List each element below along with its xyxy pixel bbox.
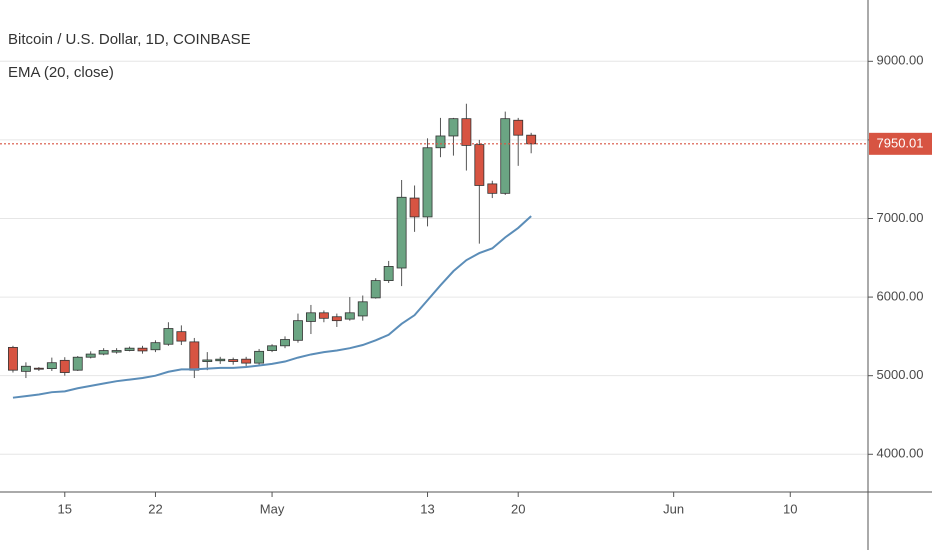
candle-body <box>163 328 174 345</box>
candle-body <box>85 353 96 358</box>
candle-body <box>267 345 277 351</box>
candle-body <box>33 367 44 370</box>
candle-body <box>202 359 213 362</box>
candle-body <box>137 347 148 352</box>
last-price-box <box>869 132 932 155</box>
candle-body <box>111 350 122 353</box>
candle-body <box>331 316 342 322</box>
candle-body <box>357 301 368 317</box>
candle-body <box>396 196 407 269</box>
chart-title: Bitcoin / U.S. Dollar, 1D, COINBASE <box>8 31 251 48</box>
candle-body <box>344 312 355 320</box>
candle-body <box>215 358 226 362</box>
x-tick-label: 20 <box>511 501 525 516</box>
candle-body <box>124 347 135 351</box>
x-tick-label: May <box>260 501 285 516</box>
candle-body <box>305 312 316 322</box>
ema-line <box>12 215 532 399</box>
candle-body <box>513 119 524 136</box>
candle-body <box>383 266 394 281</box>
candle-body <box>370 280 381 299</box>
candle-body <box>98 350 109 355</box>
candle-body <box>435 135 446 149</box>
candle-body <box>293 320 303 341</box>
x-tick-label: 22 <box>148 501 162 516</box>
candle-body <box>150 342 161 351</box>
candle-body <box>8 346 18 371</box>
candle-body <box>409 197 420 218</box>
candle-body <box>280 339 290 347</box>
candle-body <box>318 312 329 319</box>
y-tick-label: 6000.00 <box>877 289 924 304</box>
candle-body <box>500 118 511 194</box>
candle-body <box>474 144 485 186</box>
legend-entry: EMA (20, close) <box>8 64 114 81</box>
candle-body <box>526 134 537 145</box>
y-tick-label: 9000.00 <box>877 53 924 68</box>
x-tick-label: Jun <box>663 501 684 516</box>
y-tick-label: 5000.00 <box>877 367 924 382</box>
candle-body <box>487 183 498 194</box>
x-tick-label: 15 <box>58 501 72 516</box>
candle-body <box>422 147 433 218</box>
candle-body <box>461 118 472 146</box>
candle-body <box>59 359 70 373</box>
candle-body <box>189 341 200 371</box>
candle-body <box>46 362 57 370</box>
y-tick-label: 7000.00 <box>877 210 924 225</box>
x-tick-label: 13 <box>420 501 434 516</box>
candle-body <box>228 359 239 362</box>
candle-body <box>72 356 83 371</box>
last-price-label: 7950.01 <box>877 135 924 150</box>
candle-body <box>241 358 252 364</box>
y-tick-label: 4000.00 <box>877 446 924 461</box>
candle-body <box>20 365 31 372</box>
candle-body <box>448 118 459 137</box>
candle-body <box>254 350 265 364</box>
candle-body <box>176 331 187 342</box>
x-tick-label: 10 <box>783 501 797 516</box>
